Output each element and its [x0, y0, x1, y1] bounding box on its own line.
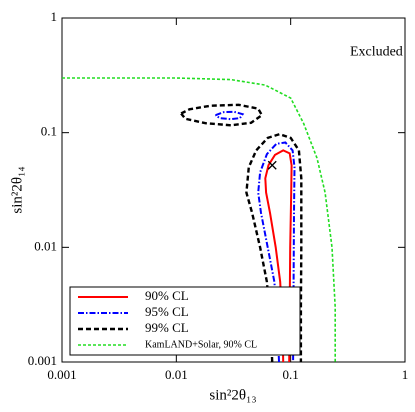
contour-line — [214, 110, 296, 363]
legend-label: 99% CL — [145, 320, 189, 335]
plot-frame — [61, 17, 406, 363]
contour-line — [62, 77, 336, 362]
y-tick-label: 1 — [51, 9, 58, 24]
contour-line — [180, 103, 303, 363]
legend-label: 90% CL — [145, 288, 189, 303]
x-tick-label: 0.1 — [283, 367, 299, 382]
contour-line — [264, 149, 293, 363]
y-axis-label: sin²2θ₁₄ — [9, 166, 25, 213]
legend-label: 95% CL — [145, 304, 189, 319]
best-fit-marker — [267, 160, 277, 170]
annotation: Excluded — [350, 45, 403, 60]
y-tick-label: 0.01 — [34, 238, 57, 253]
x-axis-label: sin²2θ₁₃ — [209, 387, 256, 403]
x-tick-label: 0.001 — [47, 367, 76, 382]
x-tick-label: 1 — [402, 367, 409, 382]
x-tick-label: 0.01 — [165, 367, 188, 382]
legend-label: KamLAND+Solar, 90% CL — [145, 339, 257, 350]
y-tick-label: 0.1 — [41, 124, 57, 139]
legend-box — [69, 286, 301, 356]
y-tick-label: 0.001 — [28, 353, 57, 368]
best-fit-cross — [267, 160, 277, 170]
